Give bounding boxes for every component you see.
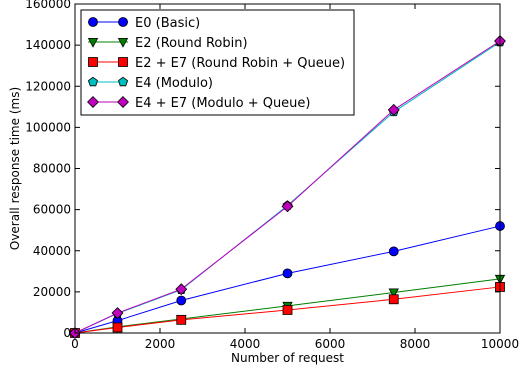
- y-tick-label: 60000: [33, 203, 71, 217]
- legend-marker: [88, 57, 98, 67]
- y-tick-label: 80000: [33, 162, 71, 176]
- legend-marker: [118, 57, 128, 67]
- x-axis: 0 2000 4000 6000 8000 10000: [71, 4, 519, 351]
- y-tick-label: 120000: [25, 79, 71, 93]
- x-tick-label: 4000: [230, 337, 261, 351]
- data-point: [282, 305, 293, 315]
- x-tick-label: 2000: [145, 337, 176, 351]
- data-point: [388, 246, 399, 257]
- y-axis: 0 20000 40000 60000 80000 100000 120000 140000 1…: [25, 0, 500, 340]
- legend-item: E2 (Round Robin): [87, 36, 248, 51]
- legend-label: E2 + E7 (Round Robin + Queue): [135, 56, 345, 71]
- data-point: [388, 294, 399, 305]
- legend-marker: [87, 38, 99, 48]
- y-tick-label: 0: [63, 326, 71, 340]
- x-tick-label: 8000: [400, 337, 431, 351]
- data-point: [281, 200, 294, 213]
- series-2: [70, 282, 505, 338]
- series-line: [74, 278, 501, 334]
- legend-marker: [88, 17, 98, 27]
- y-tick-label: 160000: [25, 0, 71, 11]
- y-tick-label: 20000: [33, 285, 71, 299]
- data-point: [388, 288, 399, 299]
- x-tick-label: 6000: [315, 337, 346, 351]
- legend-item: E2 + E7 (Round Robin + Queue): [88, 56, 345, 71]
- y-axis-label: Overall response time (ms): [8, 87, 22, 250]
- legend-item: E4 (Modulo): [88, 76, 213, 91]
- data-point: [282, 268, 293, 279]
- legend-label: E4 + E7 (Modulo + Queue): [135, 96, 311, 111]
- x-tick-label: 0: [71, 337, 79, 351]
- x-tick-label: 10000: [481, 337, 519, 351]
- legend-label: E2 (Round Robin): [135, 36, 248, 51]
- series-layer: [69, 35, 506, 339]
- data-point: [175, 283, 188, 296]
- legend-label: E0 (Basic): [135, 16, 200, 31]
- x-axis-label: Number of request: [231, 351, 344, 365]
- data-point: [176, 314, 187, 325]
- legend-marker: [118, 17, 128, 27]
- legend-marker: [117, 96, 129, 108]
- data-point: [387, 103, 400, 116]
- data-point: [176, 295, 187, 306]
- y-tick-label: 140000: [25, 38, 71, 52]
- legend-marker: [118, 76, 128, 87]
- legend-marker: [88, 76, 98, 87]
- y-tick-label: 40000: [33, 244, 71, 258]
- data-point: [111, 307, 124, 320]
- series-line: [74, 225, 501, 334]
- y-tick-label: 100000: [25, 120, 71, 134]
- legend-item: E4 + E7 (Modulo + Queue): [87, 96, 311, 111]
- legend-label: E4 (Modulo): [135, 76, 213, 91]
- legend-marker: [87, 96, 99, 108]
- series-line: [74, 286, 501, 334]
- legend-item: E0 (Basic): [88, 16, 200, 31]
- series-line: [74, 40, 501, 334]
- legend-marker: [117, 38, 129, 48]
- legend: E0 (Basic) E2 (Round Robin) E2 + E7 (Round…: [80, 9, 355, 116]
- data-point: [112, 322, 123, 333]
- series-0: [70, 221, 505, 338]
